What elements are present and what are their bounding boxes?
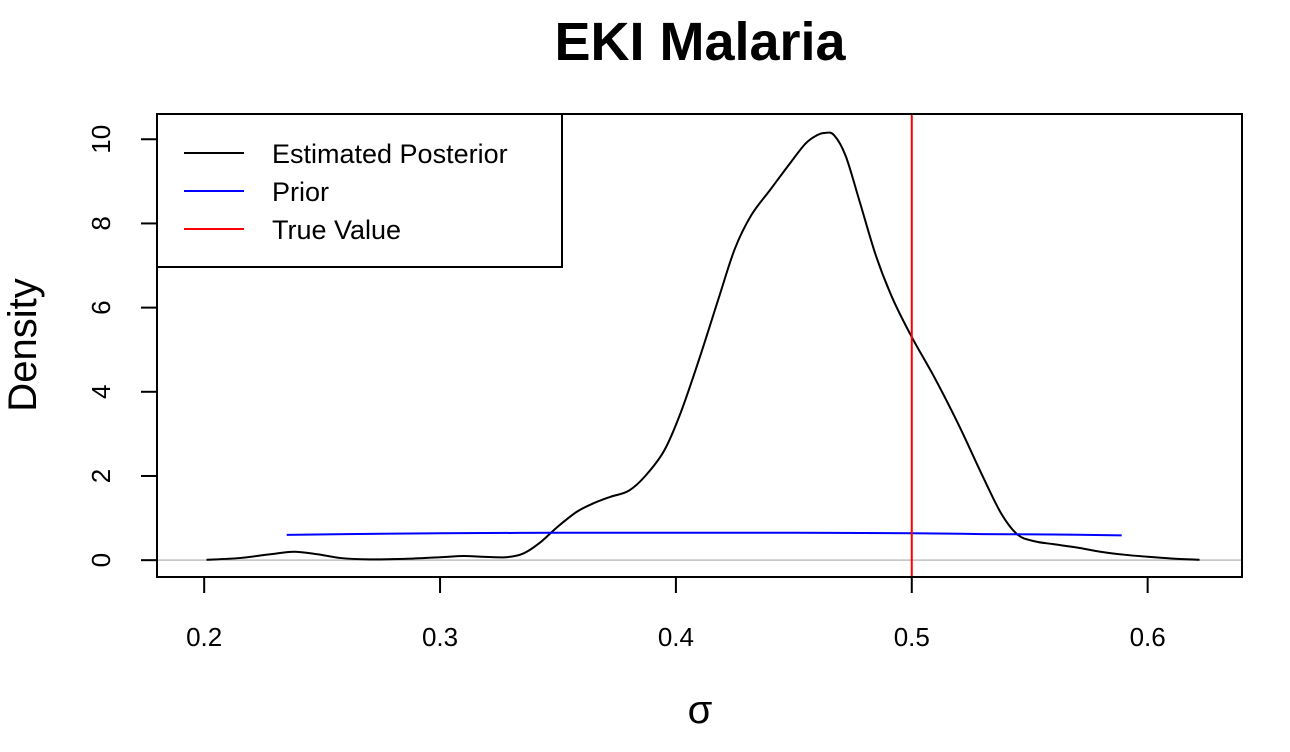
y-tick-label: 2 xyxy=(86,469,116,483)
x-tick-label: 0.4 xyxy=(658,622,694,652)
y-axis: 0 2 4 6 8 10 xyxy=(86,125,158,567)
legend-label-estimated-posterior: Estimated Posterior xyxy=(272,139,508,169)
y-axis-label: Density xyxy=(1,278,45,411)
y-tick-label: 10 xyxy=(86,125,116,154)
series-prior-line xyxy=(286,531,1122,537)
y-tick-label: 0 xyxy=(86,553,116,567)
legend-items: Estimated Posterior Prior True Value xyxy=(184,139,508,245)
series-layer xyxy=(206,114,1200,577)
legend-label-true-value: True Value xyxy=(272,215,401,245)
x-tick-label: 0.6 xyxy=(1130,622,1166,652)
x-tick-label: 0.5 xyxy=(894,622,930,652)
chart-title: EKI Malaria xyxy=(554,12,846,72)
y-tick-label: 8 xyxy=(86,216,116,230)
x-tick-label: 0.3 xyxy=(422,622,458,652)
x-tick-label: 0.2 xyxy=(186,622,222,652)
legend-label-prior: Prior xyxy=(272,177,329,207)
x-axis: 0.2 0.3 0.4 0.5 0.6 xyxy=(186,576,1166,652)
x-axis-label: σ xyxy=(688,688,713,732)
y-tick-label: 4 xyxy=(86,385,116,399)
y-tick-label: 6 xyxy=(86,300,116,314)
legend: Estimated Posterior Prior True Value xyxy=(156,113,563,268)
